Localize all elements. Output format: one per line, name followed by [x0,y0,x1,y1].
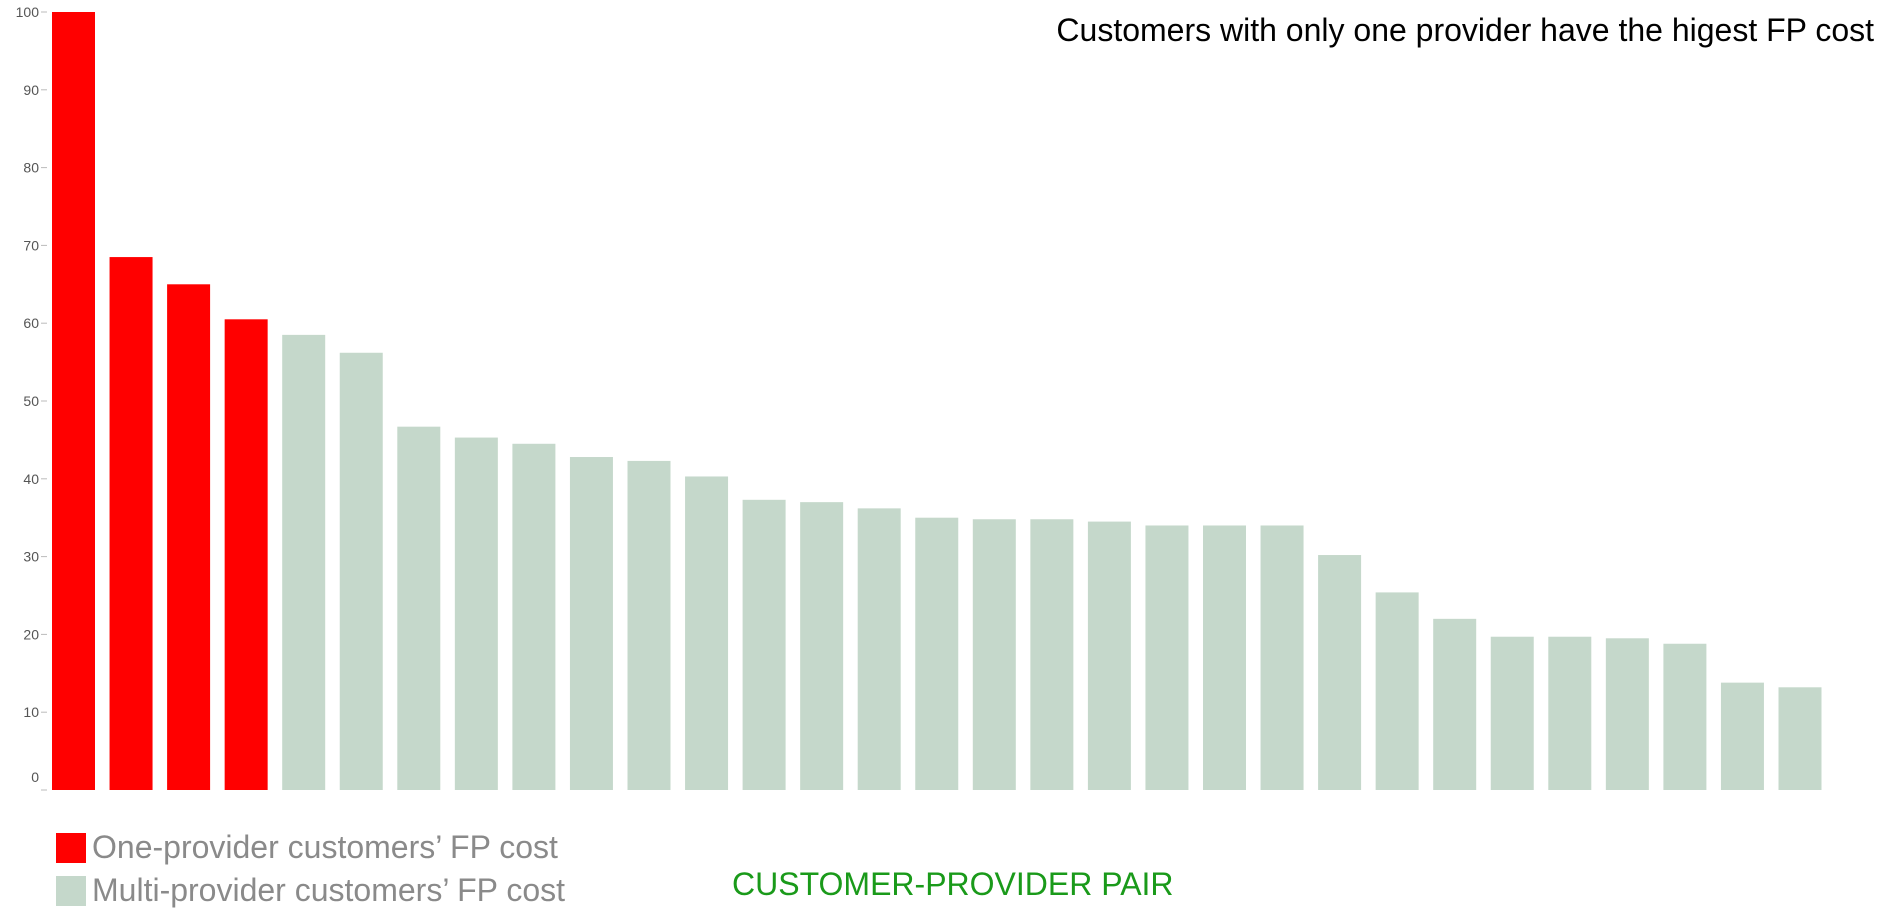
y-tick-label: 80 [23,160,39,176]
bar-16 [915,517,959,790]
bar-21 [1203,525,1246,790]
legend-item-one-provider: One-provider customers’ FP cost [56,826,565,869]
y-tick-label: 60 [23,315,39,331]
y-tick-label: 50 [23,393,39,409]
y-tick-label: 100 [16,4,40,20]
bar-26 [1490,636,1534,790]
y-tick-label: 0 [31,769,39,785]
bar-6 [339,352,383,790]
bar-22 [1260,525,1304,790]
bar-14 [800,502,844,790]
legend-item-multi-provider: Multi-provider customers’ FP cost [56,869,565,912]
bar-7 [397,426,441,790]
bar-29 [1663,643,1707,790]
bar-23 [1318,555,1362,790]
legend-swatch-multi-provider [56,875,86,906]
y-tick-label: 10 [23,704,39,720]
legend-swatch-one-provider [56,832,86,863]
y-tick-label: 30 [23,549,39,565]
y-tick-label: 70 [23,237,39,253]
bar-28 [1605,638,1649,790]
bar-3 [167,284,211,790]
bar-13 [742,499,786,790]
bar-18 [1030,519,1074,790]
y-tick-label: 40 [23,471,39,487]
bar-30 [1720,682,1764,790]
bar-8 [454,437,498,790]
bar-31 [1778,687,1822,790]
bar-15 [857,508,901,790]
chart-title: Customers with only one provider have th… [1056,12,1874,48]
bar-11 [627,460,671,790]
bar-2 [109,257,153,790]
legend-label-multi-provider: Multi-provider customers’ FP cost [92,872,566,908]
bar-25 [1433,618,1477,790]
bar-19 [1087,521,1131,790]
bar-27 [1548,636,1592,790]
legend: One-provider customers’ FP cost Multi-pr… [56,826,565,912]
bar-10 [569,457,613,790]
bar-1 [52,12,95,790]
bars-group [52,12,1822,790]
legend-label-one-provider: One-provider customers’ FP cost [92,829,558,865]
bar-4 [224,319,268,790]
bar-12 [685,476,729,790]
bar-9 [512,443,556,790]
y-tick-label: 20 [23,626,39,642]
bar-20 [1145,525,1189,790]
x-axis-label: CUSTOMER-PROVIDER PAIR [732,866,1174,902]
y-axis: 0 10 20 30 40 50 60 70 80 90 100 [16,4,47,791]
bar-5 [282,334,326,790]
bar-17 [972,519,1016,790]
bar-24 [1375,592,1419,790]
y-tick-label: 90 [23,82,39,98]
